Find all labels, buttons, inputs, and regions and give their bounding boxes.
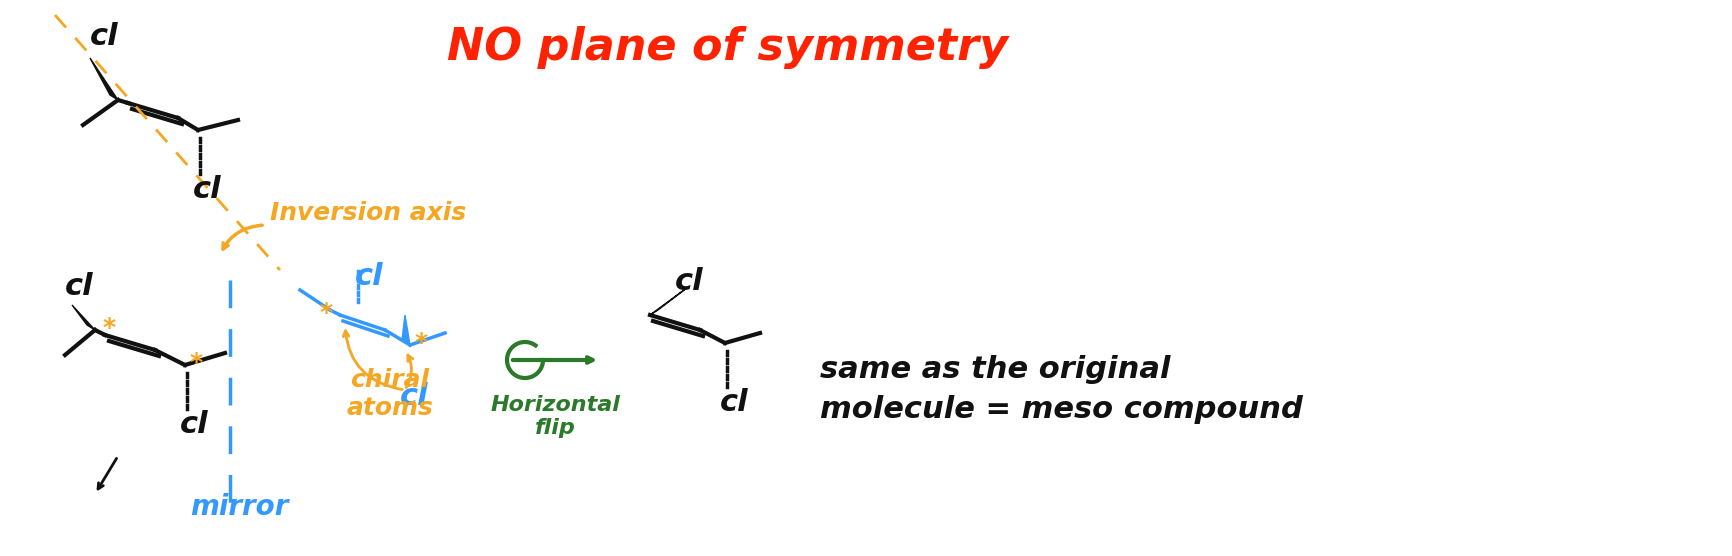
Text: mirror: mirror [191,493,288,521]
Text: cl: cl [192,175,222,204]
Text: cl: cl [66,272,94,301]
Text: *: * [320,301,333,325]
Polygon shape [90,58,118,100]
Text: chiral
atoms: chiral atoms [346,368,433,420]
Text: NO plane of symmetry: NO plane of symmetry [447,26,1008,69]
Polygon shape [73,305,95,330]
Text: cl: cl [90,22,118,51]
Text: cl: cl [180,410,208,439]
Text: cl: cl [719,388,748,417]
Polygon shape [402,315,410,345]
Text: cl: cl [674,267,703,296]
Text: *: * [102,316,116,340]
Text: cl: cl [400,382,428,411]
Text: Horizontal
flip: Horizontal flip [490,395,620,438]
Text: same as the original
molecule = meso compound: same as the original molecule = meso com… [819,355,1302,424]
Text: *: * [414,331,428,355]
Text: Inversion axis: Inversion axis [270,201,466,225]
Polygon shape [650,287,688,315]
Text: cl: cl [355,262,383,291]
Text: *: * [191,351,203,375]
